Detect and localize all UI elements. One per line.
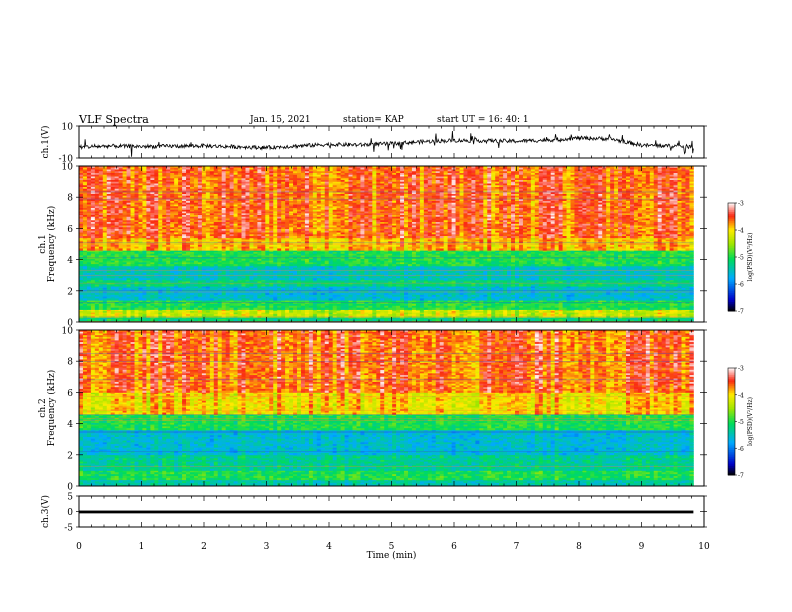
- xtick-label-6: 6: [451, 542, 457, 552]
- ylabel-2-1: Frequency (kHz): [46, 370, 57, 447]
- xtick-label-8: 8: [576, 542, 582, 552]
- ytick-label-2-3: 6: [67, 389, 73, 399]
- ytick-label-1-3: 6: [67, 225, 73, 235]
- ylabel-0-0: ch.1(V): [40, 126, 51, 159]
- colorbar-tick-2-1: -4: [738, 392, 744, 399]
- colorbar-2: [728, 368, 735, 476]
- ylabel-3-0: ch.3(V): [40, 495, 51, 528]
- ch2-spectrogram-cells: [79, 330, 694, 486]
- ytick-label-3-0: 5: [67, 493, 73, 503]
- colorbar-tick-1-4: -7: [738, 309, 744, 316]
- xtick-label-0: 0: [76, 542, 82, 552]
- xaxis-label: Time (min): [367, 550, 417, 561]
- xtick-label-7: 7: [514, 542, 520, 552]
- colorbar-tick-1-2: -5: [738, 255, 744, 262]
- colorbar-label-1: log(PSD)(V²/Hz): [747, 233, 754, 282]
- xtick-label-2: 2: [201, 542, 207, 552]
- ylabel-1-1: Frequency (kHz): [46, 206, 57, 283]
- ch1-waveform-line: [79, 131, 693, 157]
- ytick-label-2-4: 8: [67, 358, 73, 368]
- colorbar-label-2: log(PSD)(V²/Hz): [747, 397, 754, 446]
- ytick-label-2-5: 10: [62, 327, 74, 337]
- ytick-label-2-2: 4: [67, 420, 73, 430]
- colorbar-tick-1-1: -4: [738, 228, 744, 235]
- colorbar-tick-2-3: -6: [738, 446, 744, 453]
- ytick-label-3-2: -5: [64, 524, 73, 534]
- xtick-label-9: 9: [639, 542, 645, 552]
- colorbar-tick-2-0: -3: [738, 366, 744, 373]
- ch1-spectrogram-cells: [79, 166, 694, 322]
- ytick-label-3-1: 0: [67, 508, 73, 518]
- ch3-waveform-band: [79, 511, 693, 514]
- xtick-label-4: 4: [326, 542, 332, 552]
- xtick-label-1: 1: [139, 542, 145, 552]
- ytick-label-1-2: 4: [67, 256, 73, 266]
- ytick-label-2-0: 0: [67, 483, 73, 493]
- colorbar-tick-1-0: -3: [738, 201, 744, 208]
- ytick-label-1-5: 10: [62, 163, 74, 173]
- ytick-label-0-0: 10: [62, 123, 74, 133]
- xtick-label-10: 10: [698, 542, 710, 552]
- ytick-label-2-1: 2: [67, 451, 73, 461]
- ytick-label-1-1: 2: [67, 287, 73, 297]
- colorbar-tick-2-2: -5: [738, 419, 744, 426]
- colorbar-1: [728, 203, 735, 312]
- colorbar-tick-2-4: -7: [738, 473, 744, 480]
- colorbar-tick-1-3: -6: [738, 282, 744, 289]
- xtick-label-3: 3: [264, 542, 270, 552]
- ytick-label-1-4: 8: [67, 194, 73, 204]
